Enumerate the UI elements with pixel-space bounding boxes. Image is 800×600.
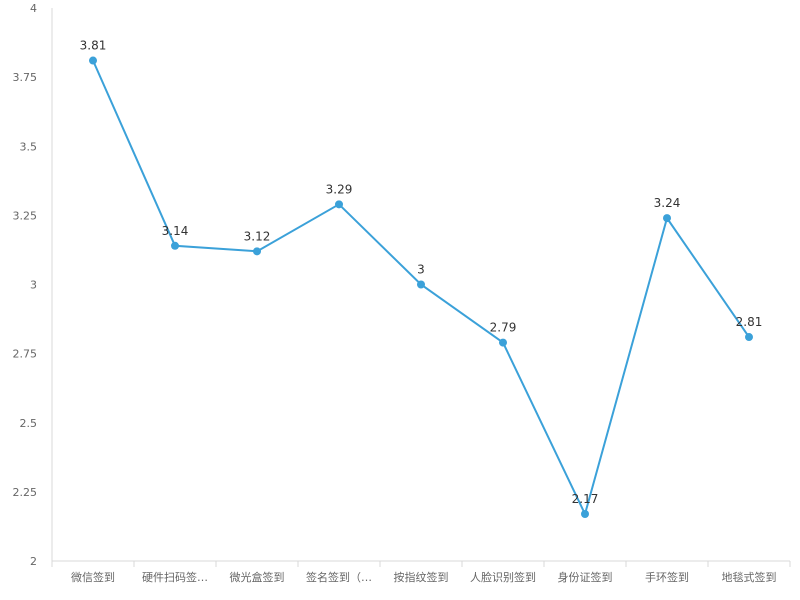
data-label: 3.29 <box>326 182 353 196</box>
x-tick-label: 地毯式签到 <box>722 570 777 584</box>
data-label: 3.81 <box>80 39 107 53</box>
y-tick-label: 2 <box>30 555 37 568</box>
y-tick-label: 3 <box>30 279 37 292</box>
data-point[interactable] <box>335 200 343 209</box>
data-point[interactable] <box>417 280 425 289</box>
data-point[interactable] <box>745 333 753 342</box>
data-point[interactable] <box>499 338 507 347</box>
x-tick-label: 按指纹签到 <box>394 570 449 584</box>
y-tick-label: 2.25 <box>13 486 38 499</box>
y-tick-label: 3.75 <box>13 71 38 84</box>
data-point[interactable] <box>89 56 97 65</box>
x-tick-label: 微信签到 <box>71 570 115 584</box>
series-points <box>89 56 753 518</box>
y-tick-label: 2.5 <box>20 417 38 430</box>
data-point[interactable] <box>171 241 179 250</box>
x-tick-label: 签名签到（… <box>306 570 372 584</box>
data-label: 3.12 <box>244 229 271 243</box>
data-label: 2.81 <box>736 315 763 329</box>
x-tick-label: 硬件扫码签… <box>142 570 208 584</box>
x-tick-label: 人脸识别签到 <box>470 570 536 584</box>
y-tick-label: 4 <box>30 2 37 15</box>
x-tick-label: 身份证签到 <box>558 570 613 584</box>
y-tick-label: 3.25 <box>13 209 38 222</box>
data-label: 2.17 <box>572 492 599 506</box>
data-label: 3.24 <box>654 196 681 210</box>
x-tick-label: 手环签到 <box>645 570 689 584</box>
y-tick-label: 2.75 <box>13 348 38 361</box>
data-point[interactable] <box>581 509 589 518</box>
data-label: 3.14 <box>162 224 189 238</box>
data-label: 2.79 <box>490 321 517 335</box>
x-tick-label: 微光盒签到 <box>230 570 285 584</box>
data-label: 3 <box>417 263 425 277</box>
data-point[interactable] <box>663 214 671 223</box>
y-tick-label: 3.5 <box>20 140 38 153</box>
data-point[interactable] <box>253 247 261 256</box>
y-axis-ticks: 2 2.25 2.5 2.75 3 3.25 3.5 3.75 4 <box>13 2 38 568</box>
x-axis-ticks: 微信签到 硬件扫码签… 微光盒签到 签名签到（… 按指纹签到 人脸识别签到 身份证签到 手环签… <box>51 561 791 584</box>
data-labels: 3.81 3.14 3.12 3.29 3 2.79 2.17 3.24 2.81 <box>80 39 763 506</box>
